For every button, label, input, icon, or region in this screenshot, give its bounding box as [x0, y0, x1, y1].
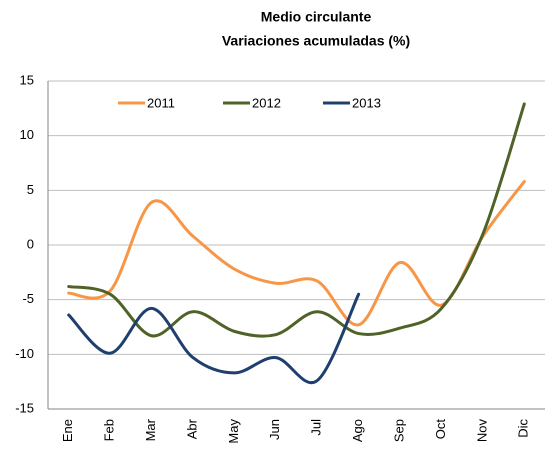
x-tick-label: Nov: [474, 419, 489, 443]
x-tick-label: Jun: [267, 419, 282, 440]
chart-subtitle: Variaciones acumuladas (%): [222, 33, 410, 49]
line: [67, 292, 361, 385]
line: [67, 180, 526, 327]
x-tick-label: Ene: [60, 419, 75, 442]
x-tick-label: Feb: [102, 419, 117, 441]
chart-title: Medio circulante: [261, 9, 372, 25]
y-tick-label: 10: [20, 127, 34, 142]
x-tick-label: Oct: [433, 419, 448, 440]
x-tick-label: Mar: [143, 418, 158, 441]
x-tick-label: Dic: [516, 419, 531, 438]
y-tick-label: 15: [20, 72, 34, 87]
y-tick-label: 0: [27, 236, 34, 251]
x-tick-label: May: [226, 419, 241, 444]
y-tick-label: -15: [15, 400, 34, 415]
y-tick-label: -10: [15, 346, 34, 361]
line: [67, 102, 526, 338]
y-tick-label: 5: [27, 182, 34, 197]
x-tick-label: Sep: [391, 419, 406, 442]
legend-label: 2013: [352, 95, 381, 110]
legend-label: 2011: [147, 95, 175, 110]
legend-label: 2012: [252, 95, 281, 110]
x-tick-label: Abr: [184, 418, 199, 439]
x-tick-label: Ago: [350, 419, 365, 442]
y-tick-label: -5: [22, 291, 34, 306]
x-tick-label: Jul: [309, 419, 324, 436]
